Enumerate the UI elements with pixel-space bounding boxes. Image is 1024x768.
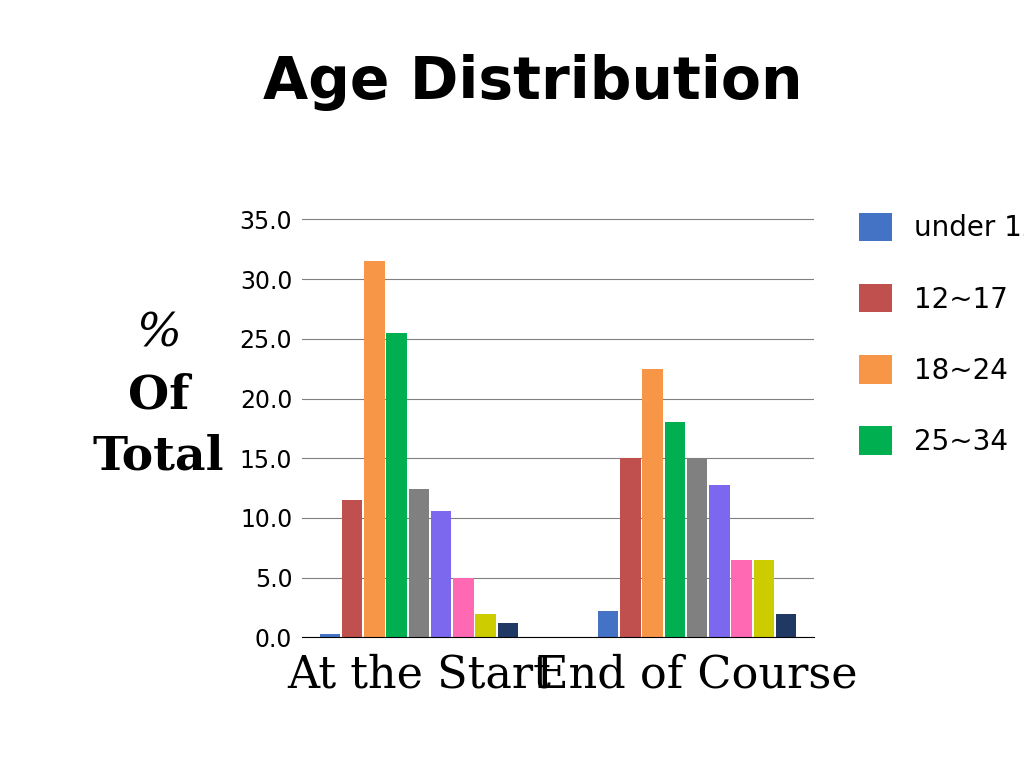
- Bar: [475, 614, 496, 637]
- Bar: [598, 611, 618, 637]
- Bar: [687, 458, 708, 637]
- Bar: [431, 511, 452, 637]
- Bar: [754, 560, 774, 637]
- Bar: [319, 634, 340, 637]
- Bar: [710, 485, 730, 637]
- Text: Total: Total: [93, 434, 224, 480]
- Bar: [776, 614, 797, 637]
- Bar: [454, 578, 474, 637]
- Bar: [621, 458, 641, 637]
- Bar: [498, 623, 518, 637]
- Bar: [365, 261, 385, 637]
- Text: Age Distribution: Age Distribution: [263, 54, 802, 111]
- Bar: [342, 500, 362, 637]
- Text: %: %: [136, 312, 181, 356]
- Bar: [731, 560, 752, 637]
- Bar: [665, 422, 685, 637]
- Text: Of: Of: [128, 372, 189, 419]
- Legend: under 12, 12~17, 18~24, 25~34: under 12, 12~17, 18~24, 25~34: [859, 213, 1024, 456]
- Bar: [642, 369, 663, 637]
- Bar: [409, 489, 429, 637]
- Bar: [386, 333, 407, 637]
